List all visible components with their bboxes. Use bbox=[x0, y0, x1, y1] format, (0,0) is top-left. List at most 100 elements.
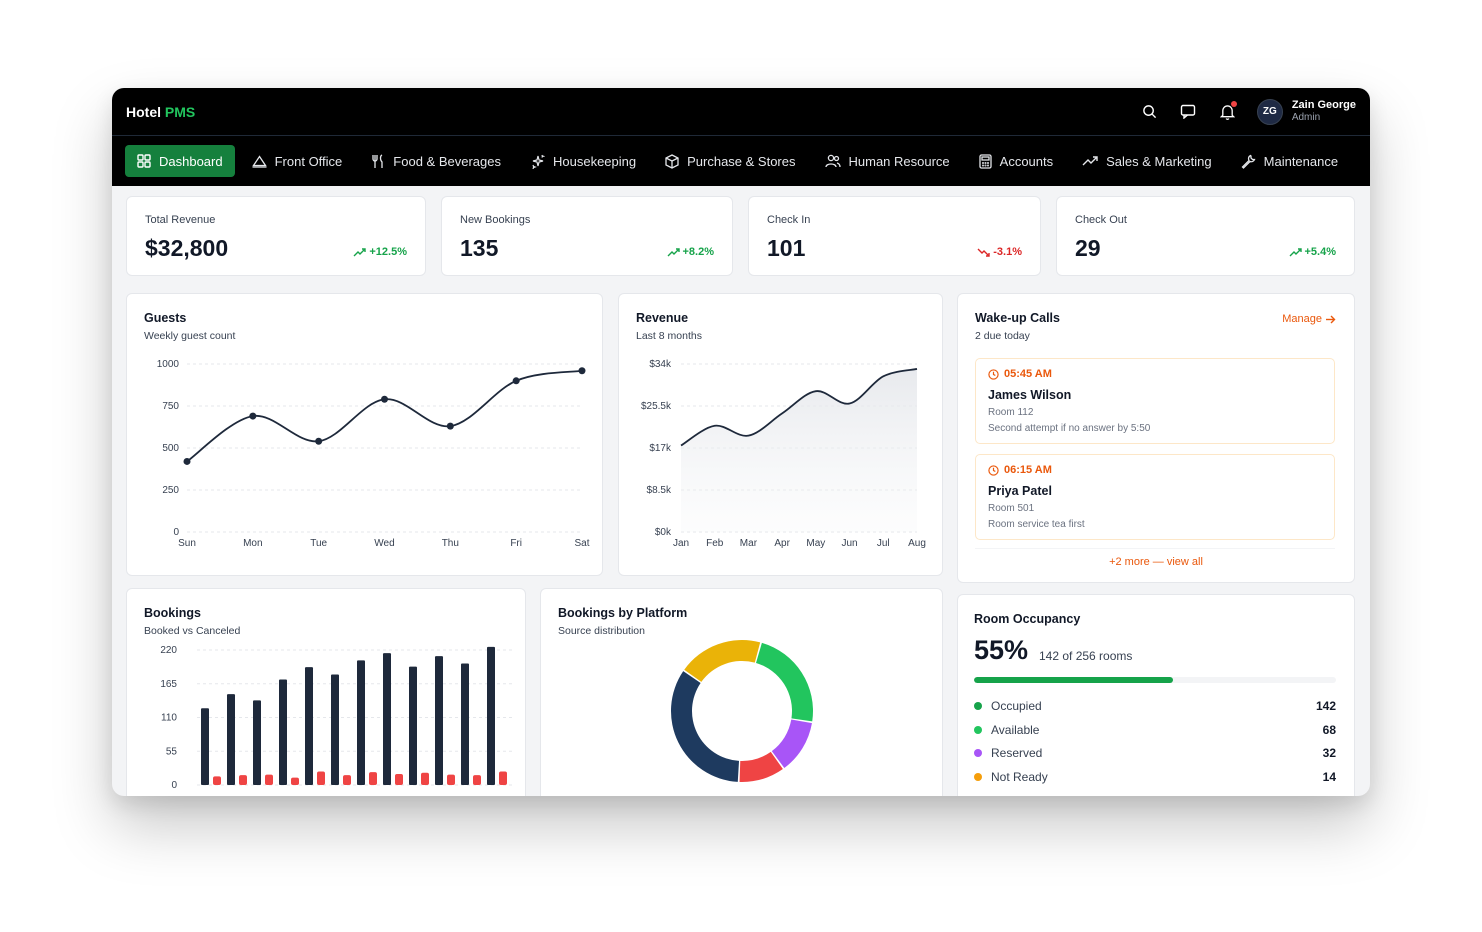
booked-bar bbox=[331, 674, 339, 785]
nav-accounts[interactable]: Accounts bbox=[967, 145, 1065, 177]
nav-label: Sales & Marketing bbox=[1106, 153, 1212, 169]
call-note: Second attempt if no answer by 5:50 bbox=[988, 423, 1151, 434]
booked-bar bbox=[227, 694, 235, 785]
donut-slice bbox=[739, 751, 783, 782]
top-bar: Hotel PMS ZG Zain George Admin bbox=[112, 88, 1370, 135]
brand-logo[interactable]: Hotel PMS bbox=[126, 104, 195, 120]
booked-bar bbox=[487, 646, 495, 785]
sparkles-icon bbox=[532, 154, 545, 169]
occupancy-value: 142 bbox=[1315, 699, 1336, 713]
stat-value: 101 bbox=[767, 235, 806, 261]
view-all-link[interactable]: +2 more — view all bbox=[1109, 556, 1203, 568]
card-title: Wake-up Calls bbox=[975, 311, 1060, 325]
booked-bar bbox=[461, 663, 469, 785]
occupancy-value: 32 bbox=[1322, 746, 1336, 760]
x-tick-label: Sun bbox=[178, 538, 196, 549]
wakeup-call-item[interactable]: 06:15 AM Priya Patel Room 501 Room servi… bbox=[975, 454, 1335, 540]
stat-label: Check In bbox=[767, 214, 811, 226]
occupancy-value: 68 bbox=[1322, 723, 1336, 737]
nav-label: Front Office bbox=[274, 153, 343, 169]
card-title: Room Occupancy bbox=[974, 612, 1081, 626]
card-title: Revenue bbox=[636, 311, 689, 325]
stat-delta: -3.1% bbox=[977, 246, 1022, 258]
wrench-icon bbox=[1241, 154, 1256, 169]
canceled-bar bbox=[343, 775, 351, 785]
data-point bbox=[578, 367, 586, 375]
nav-front-office[interactable]: Front Office bbox=[240, 145, 355, 177]
package-icon bbox=[665, 153, 679, 169]
occupancy-progress-fill bbox=[974, 677, 1174, 683]
y-tick-label: $34k bbox=[649, 359, 672, 370]
notification-bell-icon[interactable] bbox=[1208, 88, 1247, 135]
booked-bar bbox=[435, 656, 443, 785]
y-tick-label: 0 bbox=[173, 527, 179, 538]
canceled-bar bbox=[447, 774, 455, 785]
brand-accent: PMS bbox=[164, 103, 196, 120]
clock-icon bbox=[988, 368, 999, 380]
search-icon[interactable] bbox=[1130, 88, 1169, 135]
donut-slice bbox=[756, 642, 813, 722]
data-point bbox=[381, 395, 388, 403]
stat-value: 29 bbox=[1075, 235, 1101, 261]
canceled-bar bbox=[317, 771, 325, 785]
stat-delta-text: -3.1% bbox=[993, 246, 1022, 258]
x-tick-label: Jun bbox=[842, 538, 858, 549]
booked-bar bbox=[279, 679, 287, 785]
nav-food-beverages[interactable]: Food & Beverages bbox=[359, 145, 513, 177]
wakeup-call-item[interactable]: 05:45 AM James Wilson Room 112 Second at… bbox=[975, 358, 1335, 444]
occupancy-label: Reserved bbox=[991, 746, 1043, 760]
x-tick-label: May bbox=[806, 538, 825, 549]
canceled-bar bbox=[213, 776, 221, 785]
nav-dashboard[interactable]: Dashboard bbox=[125, 145, 235, 177]
canceled-bar bbox=[421, 772, 429, 785]
y-tick-label: 250 bbox=[162, 485, 179, 496]
card-subtitle: Weekly guest count bbox=[144, 330, 236, 342]
x-tick-label: Tue bbox=[310, 538, 327, 549]
nav-sales-marketing[interactable]: Sales & Marketing bbox=[1070, 145, 1224, 177]
status-dot bbox=[974, 749, 982, 757]
canceled-bar bbox=[499, 771, 507, 785]
booked-bar bbox=[201, 708, 209, 785]
y-tick-label: $8.5k bbox=[647, 485, 672, 496]
revenue-series-line bbox=[680, 368, 918, 447]
y-tick-label: 110 bbox=[161, 713, 177, 724]
call-time: 06:15 AM bbox=[988, 464, 1052, 476]
data-point bbox=[315, 437, 323, 445]
y-tick-label: 220 bbox=[160, 645, 177, 656]
card-subtitle: Source distribution bbox=[558, 625, 645, 637]
y-tick-label: 165 bbox=[160, 679, 177, 690]
data-point bbox=[512, 377, 520, 385]
call-note: Room service tea first bbox=[988, 519, 1085, 530]
data-point bbox=[446, 422, 454, 430]
canceled-bar bbox=[239, 775, 247, 785]
nav-human-resource[interactable]: Human Resource bbox=[813, 145, 962, 177]
x-tick-label: Fri bbox=[510, 538, 522, 549]
stat-delta-text: +12.5% bbox=[369, 246, 407, 258]
occupancy-label: Occupied bbox=[991, 699, 1042, 713]
manage-link[interactable]: Manage bbox=[1282, 313, 1336, 325]
stat-value: $32,800 bbox=[145, 235, 229, 261]
occupancy-label: Available bbox=[991, 723, 1040, 737]
stat-card-new-bookings: New Bookings 135 +8.2% bbox=[441, 196, 733, 276]
trend-up-icon bbox=[1289, 247, 1302, 256]
main-nav: Dashboard Front Office Food & Beverages … bbox=[112, 135, 1370, 186]
x-tick-label: Mar bbox=[740, 538, 758, 549]
occupancy-value: 14 bbox=[1322, 770, 1336, 784]
stat-value: 135 bbox=[460, 235, 499, 261]
bookings-bar-chart: 0 55 110 165 220 bbox=[160, 645, 512, 791]
nav-maintenance[interactable]: Maintenance bbox=[1229, 145, 1350, 177]
nav-purchase-stores[interactable]: Purchase & Stores bbox=[653, 145, 807, 177]
user-menu[interactable]: ZG Zain George Admin bbox=[1256, 98, 1356, 125]
clock-icon bbox=[988, 464, 999, 476]
card-title: Bookings by Platform bbox=[558, 606, 688, 620]
bookings-chart-card: Bookings Booked vs Canceled 0 55 110 165 220 bbox=[126, 588, 526, 796]
booked-bar bbox=[383, 653, 391, 785]
nav-label: Human Resource bbox=[848, 153, 950, 169]
call-time-text: 06:15 AM bbox=[1004, 464, 1052, 476]
platform-donut-chart bbox=[671, 640, 813, 782]
booked-bar bbox=[305, 667, 313, 785]
trend-up-icon bbox=[667, 247, 680, 256]
x-tick-label: Sat bbox=[574, 538, 589, 549]
nav-housekeeping[interactable]: Housekeeping bbox=[518, 145, 648, 177]
chat-icon[interactable] bbox=[1169, 88, 1208, 135]
